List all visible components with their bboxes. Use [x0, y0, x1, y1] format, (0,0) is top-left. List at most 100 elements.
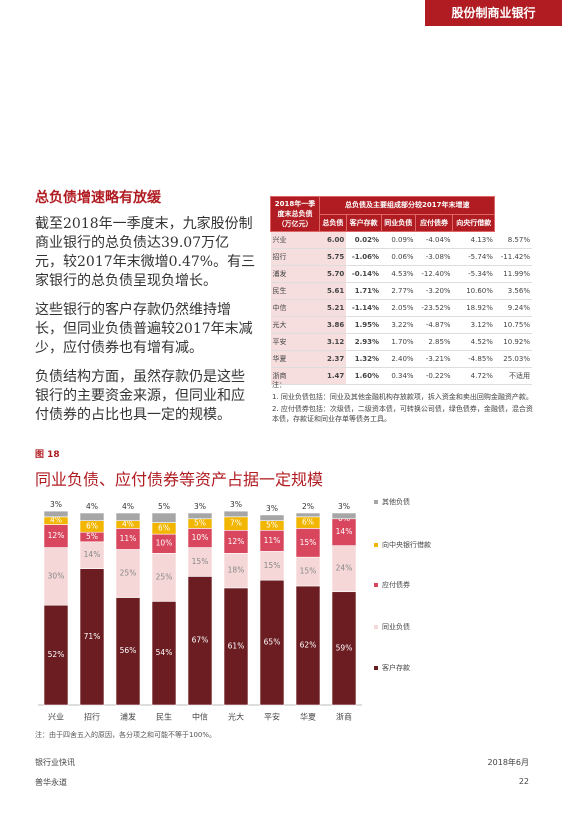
x-tick-label: 浦发 — [120, 712, 136, 722]
value-label: 4% — [122, 520, 134, 529]
section-tag: 股份制商业银行 — [425, 0, 562, 26]
footer-date: 2018年6月 — [487, 758, 529, 767]
table-cell: 5.61 — [319, 282, 347, 300]
bar-segment — [331, 545, 357, 593]
value-label: 5% — [86, 532, 98, 541]
value-label: 5% — [194, 519, 206, 528]
footer-text: 银行业快讯 — [35, 758, 75, 767]
legend-label: 其他负债 — [382, 497, 410, 506]
table-cell: -4.04% — [415, 231, 453, 249]
table-cell: 民生 — [270, 282, 320, 300]
table-cell: -12.40% — [415, 265, 453, 283]
value-label: 61% — [228, 641, 245, 650]
figure-label: 图 18 — [35, 450, 60, 460]
table-cell: 中信 — [270, 299, 320, 317]
value-label: 15% — [264, 561, 281, 570]
table-cell: 9.24% — [494, 299, 532, 317]
table-cell: 1.71% — [346, 282, 382, 300]
legend-swatch — [374, 625, 378, 629]
value-label: 6% — [302, 518, 314, 527]
value-label: 62% — [300, 640, 317, 649]
table-cell: 1.32% — [346, 350, 382, 368]
bar-segment — [79, 568, 105, 706]
table-cell: -4.85% — [452, 350, 495, 368]
bar-segment — [223, 510, 249, 518]
x-tick-label: 民生 — [156, 712, 172, 722]
value-label: 14% — [336, 527, 353, 536]
table-cell: -1.06% — [346, 248, 382, 266]
table-cell: 3.12 — [319, 333, 347, 351]
table-notes: 注： 1. 同业负债包括：同业及其他金融机构存放款项，拆入资金和卖出回购金融资产… — [272, 380, 534, 426]
value-label: 6% — [158, 523, 170, 532]
legend-swatch — [374, 583, 378, 587]
table-cell: -5.74% — [452, 248, 495, 266]
table-cell: 5.70 — [319, 265, 347, 283]
value-label: 11% — [264, 536, 281, 545]
section-heading: 总负债增速略有放缓 — [35, 190, 161, 206]
table-cell: 4.13% — [452, 231, 495, 249]
table-corner: 2018年一季度末总负债（万亿元） — [270, 196, 320, 232]
table-cell: 5.21 — [319, 299, 347, 317]
table-row: 华夏 2.37 1.32% 2.40% -3.21% -4.85% 25.03% — [270, 350, 532, 368]
table-row: 民生 5.61 1.71% 2.77% -3.20% 10.60% 3.56% — [270, 282, 532, 300]
table-cell: 光大 — [270, 316, 320, 334]
table-cell: 2.85% — [415, 333, 453, 351]
value-label: 3% — [230, 500, 242, 509]
table-row: 浦发 5.70 -0.14% 4.53% -12.40% -5.34% 11.99% — [270, 265, 532, 283]
value-label: 67% — [192, 636, 209, 645]
table-cell: 10.60% — [452, 282, 495, 300]
table-row: 兴业 6.00 0.02% 0.09% -4.04% 4.13% 8.57% — [270, 231, 532, 249]
x-tick-label: 招行 — [84, 712, 100, 722]
table-cell: -11.42% — [494, 248, 532, 266]
value-label: 52% — [48, 650, 65, 659]
value-label: 11% — [120, 534, 137, 543]
table-cell: 1.95% — [346, 316, 382, 334]
table-cell: 2.93% — [346, 333, 382, 351]
table-cell: 4.52% — [452, 333, 495, 351]
table-cell: 1.60% — [346, 367, 382, 385]
table-cell: 0.02% — [346, 231, 382, 249]
page-number: 22 — [518, 777, 529, 786]
table-cell: -3.08% — [415, 248, 453, 266]
value-label: 54% — [156, 648, 173, 657]
table-cell: 8.57% — [494, 231, 532, 249]
table-cell: 18.92% — [452, 299, 495, 317]
bar-segment — [187, 512, 213, 520]
table-cell: 11.99% — [494, 265, 532, 283]
bar-segment — [295, 556, 321, 587]
data-table: 2018年一季度末总负债（万亿元） 总负债及主要组成部分较2017年末增速 总负… — [270, 196, 532, 385]
value-label: 12% — [48, 531, 65, 540]
bar-segment — [223, 587, 249, 706]
table-cell: -4.87% — [415, 316, 453, 334]
value-label: 3% — [50, 500, 62, 509]
legend-label: 向中央银行借款 — [382, 540, 431, 549]
value-label: 10% — [192, 533, 209, 542]
legend-swatch — [374, 500, 378, 504]
value-label: 10% — [156, 539, 173, 548]
table-cell: 2.40% — [381, 350, 416, 368]
value-label: 18% — [228, 566, 245, 575]
value-label: 30% — [48, 571, 65, 580]
table-cell: -1.14% — [346, 299, 382, 317]
column-header: 同业负债 — [380, 213, 417, 232]
table-cell: -0.22% — [415, 367, 453, 385]
value-label: 6% — [86, 521, 98, 530]
bar-segment — [115, 549, 141, 598]
bar-segment — [151, 601, 177, 706]
bar-segment — [79, 541, 105, 569]
table-cell: -5.34% — [452, 265, 495, 283]
note: 1. 同业负债包括：同业及其他金融机构存放款项，拆入资金和卖出回购金融资产款。 — [272, 393, 533, 401]
table-cell: 招行 — [270, 248, 320, 266]
table-cell: -0.14% — [346, 265, 382, 283]
table-row: 平安 3.12 2.93% 1.70% 2.85% 4.52% 10.92% — [270, 333, 532, 351]
table-cell: -3.20% — [415, 282, 453, 300]
bar-segment — [115, 597, 141, 706]
table-cell: 平安 — [270, 333, 320, 351]
value-label: 7% — [230, 519, 242, 528]
table-cell: 25.03% — [494, 350, 532, 368]
legend-label: 同业负债 — [382, 622, 410, 631]
bar-segment — [331, 512, 357, 520]
x-tick-label: 华夏 — [300, 712, 316, 722]
x-tick-label: 浙商 — [336, 712, 352, 722]
